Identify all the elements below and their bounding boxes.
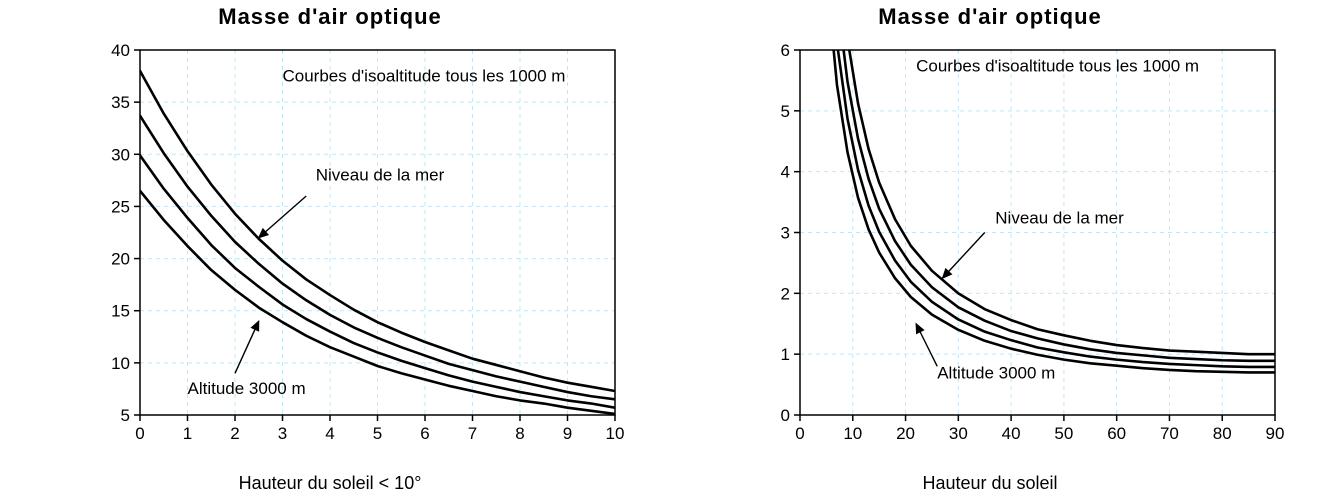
svg-text:3: 3 [278, 424, 287, 443]
svg-text:20: 20 [111, 250, 130, 269]
svg-text:40: 40 [111, 41, 130, 60]
right-title: Masse d'air optique [680, 4, 1300, 30]
svg-text:40: 40 [1002, 424, 1021, 443]
annot-3000m: Altitude 3000 m [937, 364, 1055, 383]
svg-text:60: 60 [1107, 424, 1126, 443]
annot-sea-level: Niveau de la mer [316, 165, 445, 184]
svg-text:7: 7 [468, 424, 477, 443]
series-0m [826, 40, 1275, 354]
svg-text:20: 20 [896, 424, 915, 443]
svg-text:9: 9 [563, 424, 572, 443]
svg-text:0: 0 [135, 424, 144, 443]
left-panel: Masse d'air optique Masse d'air optique … [20, 0, 640, 502]
svg-text:30: 30 [949, 424, 968, 443]
svg-text:25: 25 [111, 197, 130, 216]
svg-text:3: 3 [781, 224, 790, 243]
left-title: Masse d'air optique [20, 4, 640, 30]
svg-text:1: 1 [781, 345, 790, 364]
series-2000m [826, 40, 1275, 367]
svg-text:80: 80 [1213, 424, 1232, 443]
note-text: Courbes d'isoaltitude tous les 1000 m [916, 56, 1199, 75]
svg-text:50: 50 [1054, 424, 1073, 443]
svg-text:10: 10 [843, 424, 862, 443]
svg-text:4: 4 [781, 163, 790, 182]
series-1000m [826, 40, 1275, 361]
svg-text:10: 10 [606, 424, 625, 443]
svg-text:0: 0 [781, 406, 790, 425]
svg-text:5: 5 [373, 424, 382, 443]
svg-text:2: 2 [230, 424, 239, 443]
chart-canvas: Masse d'air optique Masse d'air optique … [0, 0, 1317, 502]
note-text: Courbes d'isoaltitude tous les 1000 m [283, 66, 566, 85]
svg-text:4: 4 [325, 424, 334, 443]
right-panel: Masse d'air optique Masse d'air optique … [680, 0, 1300, 502]
svg-text:10: 10 [111, 354, 130, 373]
left-xlabel: Hauteur du soleil < 10° [20, 473, 640, 494]
svg-text:15: 15 [111, 302, 130, 321]
svg-text:30: 30 [111, 145, 130, 164]
svg-text:5: 5 [781, 102, 790, 121]
svg-text:0: 0 [795, 424, 804, 443]
svg-text:8: 8 [515, 424, 524, 443]
right-xlabel: Hauteur du soleil [680, 473, 1300, 494]
series-0m [140, 71, 615, 391]
svg-text:6: 6 [781, 41, 790, 60]
annot-3000m: Altitude 3000 m [188, 379, 306, 398]
svg-text:1: 1 [183, 424, 192, 443]
series-3000m [826, 40, 1275, 372]
series-2000m [140, 155, 615, 407]
annot-sea-level: Niveau de la mer [995, 208, 1124, 227]
svg-text:6: 6 [420, 424, 429, 443]
svg-text:70: 70 [1160, 424, 1179, 443]
svg-text:2: 2 [781, 284, 790, 303]
svg-text:90: 90 [1266, 424, 1285, 443]
left-plot: 0 1 2 3 4 5 6 7 8 9 10 5 10 15 20 25 30 35 40 Courbes d'iso… [95, 40, 625, 450]
svg-text:5: 5 [121, 406, 130, 425]
right-plot: 0 10 20 30 40 50 60 70 80 90 0 1 2 3 4 5 6 Courbes d'isoa… [755, 40, 1285, 450]
svg-text:35: 35 [111, 93, 130, 112]
